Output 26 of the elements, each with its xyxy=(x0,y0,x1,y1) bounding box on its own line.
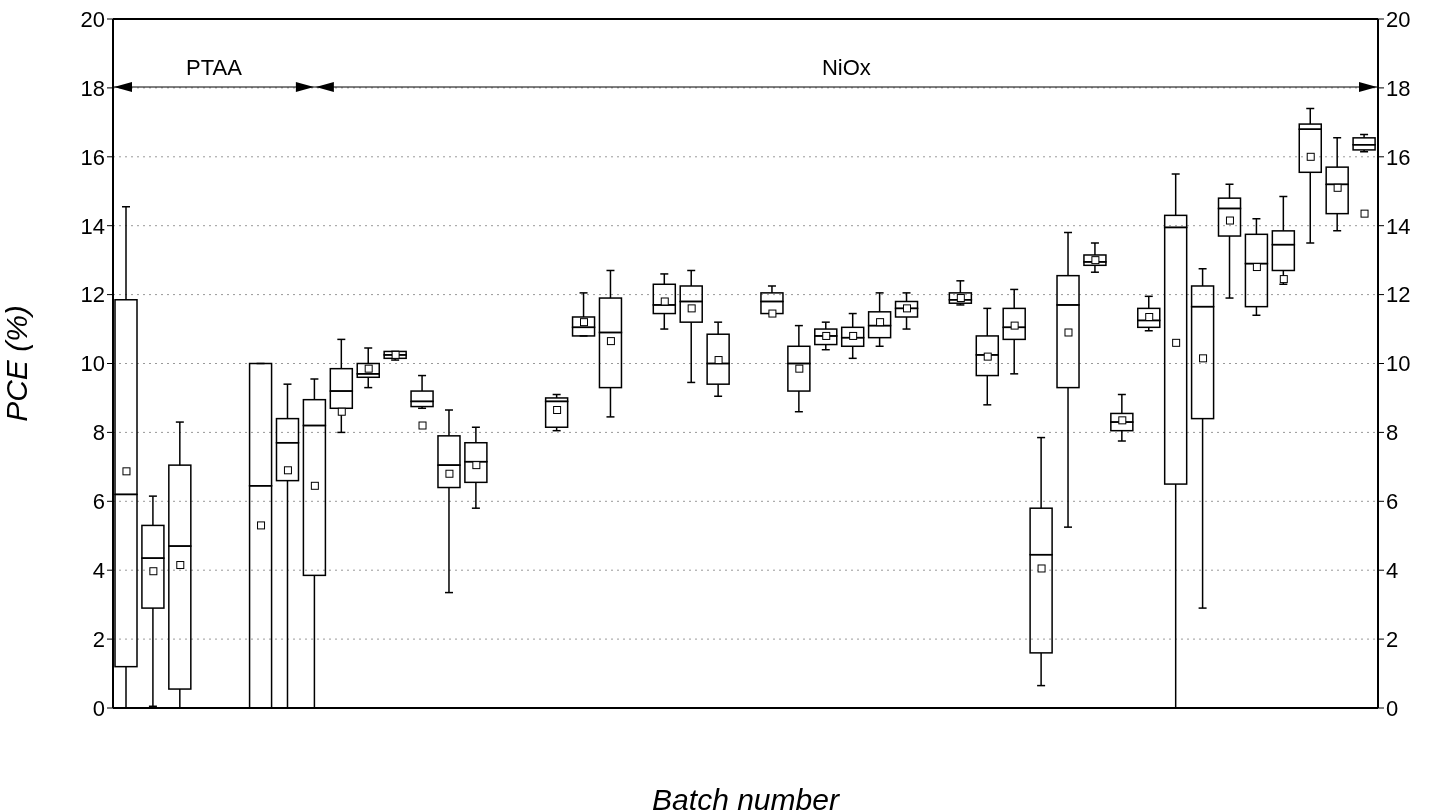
y2-tick-label: 6 xyxy=(1386,489,1399,515)
y-tick-label: 16 xyxy=(80,144,105,170)
y-tick-label: 20 xyxy=(80,6,105,32)
annotation: NiOx xyxy=(821,55,871,80)
y2-tick-label: 16 xyxy=(1386,144,1411,170)
y2-tick-label: 12 xyxy=(1386,282,1411,308)
y-tick-label: 6 xyxy=(92,489,105,515)
y2-tick-label: 4 xyxy=(1386,558,1399,584)
y-tick-label: 18 xyxy=(80,75,105,101)
y-tick-label: 14 xyxy=(80,213,105,239)
y-tick-label: 4 xyxy=(92,558,105,584)
y2-tick-label: 10 xyxy=(1386,351,1411,377)
annotation: PTAA xyxy=(186,55,243,80)
y2-tick-label: 20 xyxy=(1386,6,1411,32)
y2-tick-label: 14 xyxy=(1386,213,1411,239)
y2-tick-label: 18 xyxy=(1386,75,1411,101)
y2-tick-label: 8 xyxy=(1386,420,1399,446)
y-tick-label: 0 xyxy=(92,695,105,721)
y-tick-label: 10 xyxy=(80,351,105,377)
x-axis-title: Batch number xyxy=(652,783,840,812)
y2-tick-label: 2 xyxy=(1386,626,1399,652)
y2-tick-label: 0 xyxy=(1386,695,1399,721)
y-axis-title: PCE (%) xyxy=(0,305,33,422)
y-tick-label: 8 xyxy=(92,420,105,446)
y-tick-label: 2 xyxy=(92,626,105,652)
y-tick-label: 12 xyxy=(80,282,105,308)
